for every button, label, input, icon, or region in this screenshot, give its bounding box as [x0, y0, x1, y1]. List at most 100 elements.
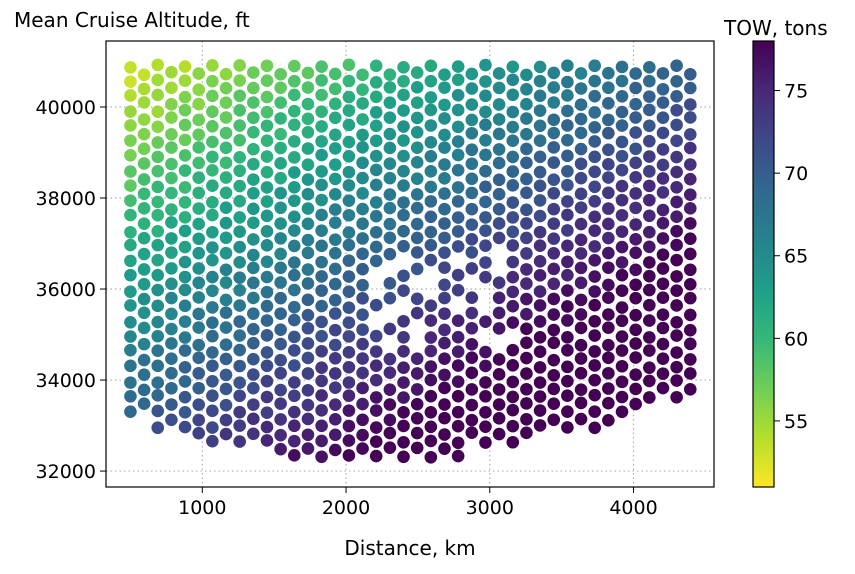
data-point	[315, 404, 328, 417]
data-point	[492, 217, 506, 230]
data-point	[547, 173, 561, 186]
data-point	[342, 165, 356, 179]
data-point	[124, 343, 137, 357]
data-point	[451, 103, 465, 117]
data-point	[192, 338, 206, 352]
data-point	[643, 134, 656, 148]
data-point	[574, 112, 588, 126]
data-point	[206, 225, 219, 239]
data-point	[137, 397, 151, 410]
data-point	[533, 361, 547, 374]
data-point	[137, 142, 151, 156]
data-point	[301, 158, 315, 172]
data-point	[438, 442, 451, 455]
data-point	[315, 255, 328, 269]
data-point	[151, 195, 165, 209]
data-point	[287, 239, 301, 253]
data-point	[643, 283, 656, 297]
data-point	[588, 254, 601, 267]
data-point	[397, 239, 410, 253]
data-point	[206, 179, 219, 192]
data-point	[206, 195, 219, 209]
data-point	[219, 141, 233, 155]
data-point	[670, 134, 683, 148]
data-point	[383, 141, 397, 155]
data-point	[383, 383, 397, 396]
data-point	[465, 82, 479, 95]
data-point	[643, 256, 656, 269]
data-point	[328, 67, 342, 81]
colorbar-label: TOW, tons	[723, 16, 828, 40]
data-point	[219, 171, 233, 184]
colorbar-ticks: 55 60 65 70 75	[774, 81, 808, 433]
data-point	[137, 368, 151, 381]
data-point	[260, 420, 274, 434]
data-point	[342, 208, 356, 222]
data-point	[124, 225, 137, 239]
data-point	[561, 208, 574, 222]
data-point	[151, 208, 165, 222]
data-point	[274, 141, 287, 155]
data-point	[178, 164, 192, 177]
data-point	[369, 391, 383, 404]
data-point	[397, 196, 410, 209]
data-point	[410, 111, 424, 125]
data-point	[192, 426, 206, 440]
data-point	[247, 336, 260, 350]
data-point	[615, 149, 629, 163]
data-point	[342, 118, 356, 132]
data-point	[588, 150, 601, 164]
data-point	[219, 186, 233, 200]
data-point	[151, 224, 165, 238]
data-point	[438, 398, 451, 411]
data-point	[629, 156, 642, 170]
data-point	[287, 135, 301, 148]
data-point	[670, 390, 683, 404]
data-point	[165, 291, 178, 305]
data-point	[369, 59, 383, 73]
data-point	[451, 283, 465, 297]
data-point	[438, 112, 451, 125]
data-point	[479, 133, 492, 147]
data-point	[247, 126, 260, 139]
data-point	[124, 389, 137, 403]
data-point	[219, 81, 233, 95]
data-point	[151, 136, 165, 149]
data-point	[615, 119, 629, 132]
data-point	[287, 313, 301, 327]
data-point	[274, 67, 287, 81]
data-point	[369, 449, 383, 463]
data-point	[233, 59, 246, 72]
data-point	[383, 188, 397, 201]
data-point	[124, 89, 137, 102]
data-point	[492, 353, 506, 366]
data-point	[520, 97, 533, 111]
data-point	[287, 180, 301, 194]
data-point	[615, 330, 629, 343]
data-point	[165, 171, 178, 185]
data-point	[233, 435, 246, 448]
data-point	[506, 225, 520, 239]
data-point	[260, 299, 274, 313]
data-point	[438, 261, 451, 274]
data-point	[206, 284, 219, 298]
data-point	[670, 360, 683, 374]
data-point	[356, 68, 369, 82]
data-point	[656, 352, 670, 365]
data-point	[342, 434, 356, 447]
data-point	[492, 306, 506, 320]
data-point	[588, 373, 601, 387]
data-point	[397, 376, 410, 389]
data-point	[260, 346, 274, 359]
data-point	[206, 74, 219, 88]
data-point	[533, 390, 547, 403]
data-point	[438, 187, 451, 200]
data-point	[656, 232, 670, 245]
data-point	[547, 217, 561, 230]
data-point	[506, 285, 520, 299]
data-point	[451, 240, 465, 253]
data-point	[260, 329, 274, 342]
data-point	[615, 390, 629, 404]
data-point	[602, 396, 615, 410]
data-point	[479, 105, 492, 119]
